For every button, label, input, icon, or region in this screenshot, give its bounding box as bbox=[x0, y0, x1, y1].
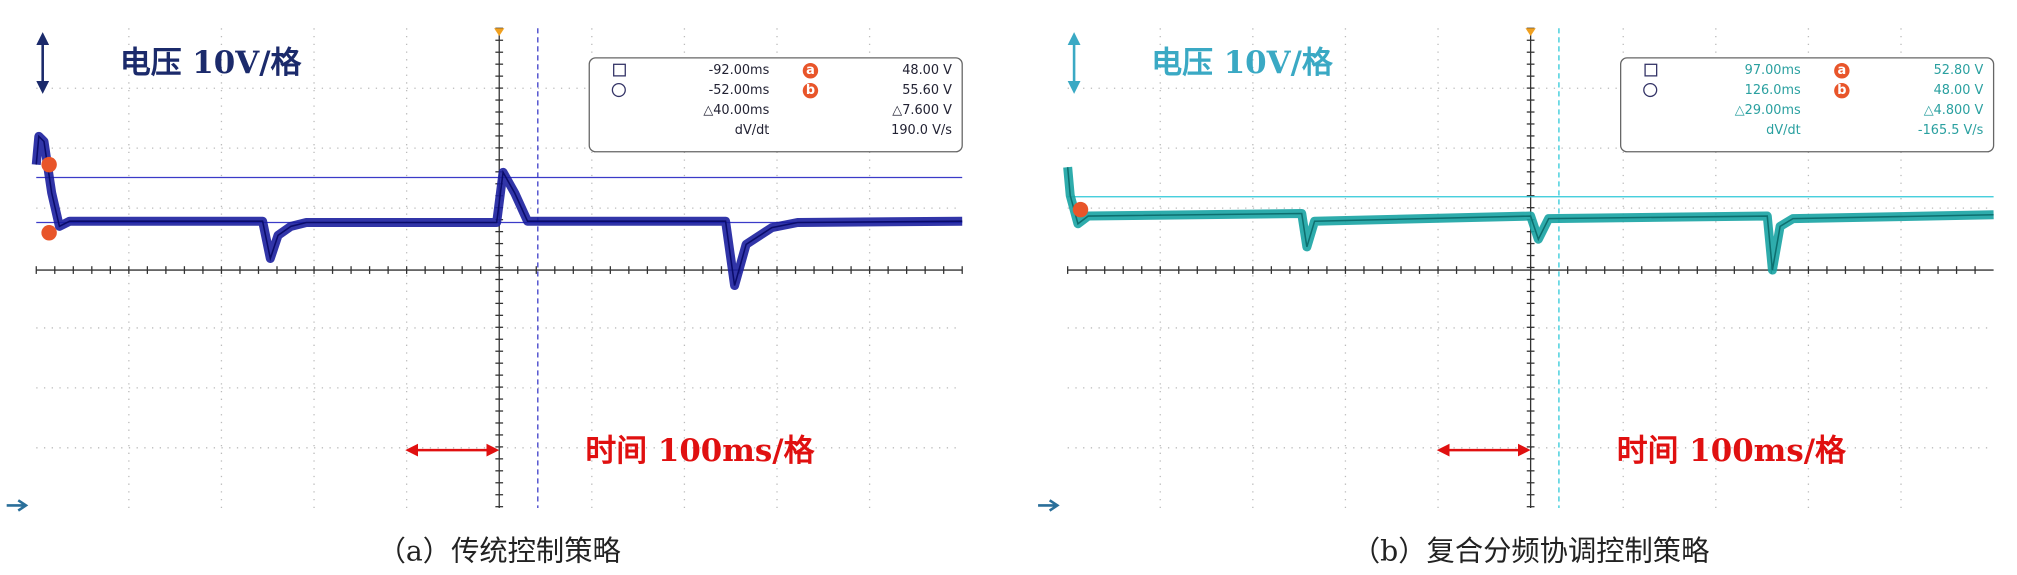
volt-label: 电压 10V/格 bbox=[1151, 45, 1334, 81]
ground-marker bbox=[1038, 499, 1060, 512]
cursor-icon bbox=[1644, 63, 1658, 77]
readout-value: △7.600 V bbox=[892, 103, 952, 118]
trigger-marker bbox=[494, 28, 505, 37]
caption: （b）复合分频协调控制策略 bbox=[1352, 534, 1709, 567]
readout-time: -52.00ms bbox=[709, 83, 770, 98]
readout-badge-label: a bbox=[1838, 63, 1847, 78]
cursor-badge bbox=[1072, 201, 1089, 218]
readout-badge-label: b bbox=[1837, 83, 1846, 98]
caption: （a）传统控制策略 bbox=[378, 534, 621, 567]
readout-badge-label: a bbox=[806, 63, 815, 78]
readout-value: 48.00 V bbox=[902, 63, 952, 78]
readout-value: 48.00 V bbox=[1934, 83, 1984, 98]
volt-label: 电压 10V/格 bbox=[120, 45, 303, 81]
readout-value: -165.5 V/s bbox=[1918, 123, 1984, 138]
scope-panel: 电压 10V/格时间 100ms/格 -92.00ms a 48.00 V -52.00… bbox=[6, 27, 963, 567]
readout-time: -92.00ms bbox=[709, 63, 770, 78]
cursor-icon bbox=[1643, 82, 1658, 98]
cursor-icon bbox=[613, 63, 626, 77]
readout-badge bbox=[802, 63, 819, 79]
time-label: 时间 100ms/格 bbox=[585, 433, 815, 469]
ground-marker bbox=[6, 499, 29, 512]
readout-time: △40.00ms bbox=[703, 103, 769, 118]
readout-value: 190.0 V/s bbox=[891, 123, 952, 138]
readout-badge bbox=[1834, 63, 1850, 79]
readout-value: △4.800 V bbox=[1924, 103, 1984, 118]
time-label: 时间 100ms/格 bbox=[1617, 433, 1847, 469]
waveform-core bbox=[1066, 167, 1994, 271]
readout-badge bbox=[802, 82, 819, 99]
readout-value: 52.80 V bbox=[1934, 63, 1984, 78]
readout-badge bbox=[1834, 82, 1850, 99]
readout-box bbox=[1620, 57, 1995, 153]
cursor-badge bbox=[41, 225, 57, 241]
readout-box bbox=[588, 57, 963, 153]
readout-time: dV/dt bbox=[1766, 123, 1801, 138]
cursor-badge bbox=[41, 156, 57, 173]
readout-time: 126.0ms bbox=[1745, 83, 1801, 98]
readout-time: 97.00ms bbox=[1745, 63, 1801, 78]
waveform-core bbox=[35, 134, 963, 286]
scope-panel: 电压 10V/格时间 100ms/格 97.00ms a 52.80 V 126.0ms… bbox=[1038, 27, 1995, 567]
readout-time: △29.00ms bbox=[1735, 103, 1801, 118]
cursor-icon bbox=[611, 82, 626, 98]
trigger-marker bbox=[1525, 28, 1536, 37]
readout-badge-label: b bbox=[806, 83, 815, 98]
readout-time: dV/dt bbox=[735, 123, 770, 138]
readout-value: 55.60 V bbox=[902, 83, 952, 98]
